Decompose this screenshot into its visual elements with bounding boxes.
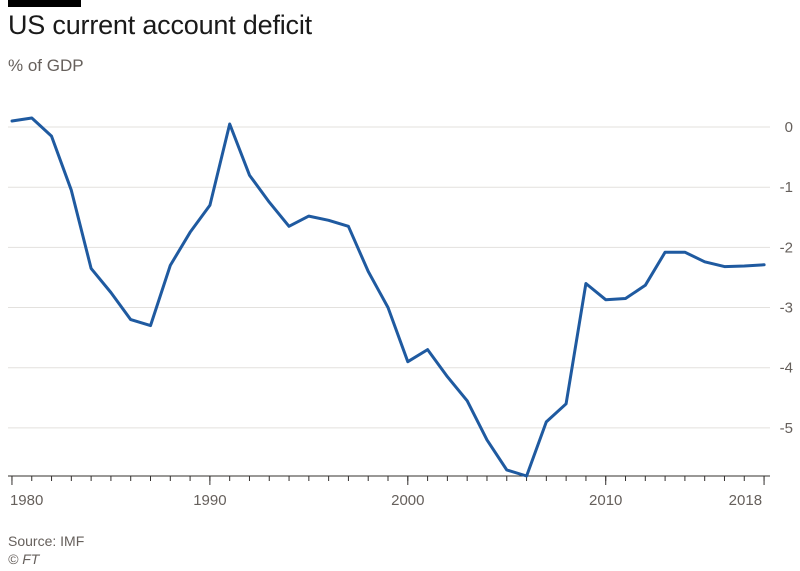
source-note: Source: IMF [8, 533, 85, 549]
x-tick-label: 1990 [193, 492, 226, 509]
x-tick-label: 1980 [10, 492, 43, 509]
y-tick-label: -5 [780, 420, 793, 437]
brand-bar [8, 0, 81, 7]
y-tick-label: 0 [785, 119, 793, 136]
chart-subtitle: % of GDP [8, 56, 84, 75]
x-tick-label: 2010 [589, 492, 622, 509]
y-tick-label: -4 [780, 360, 793, 377]
x-tick-label: 2018 [729, 492, 762, 509]
y-tick-label: -3 [780, 300, 793, 317]
y-tick-label: -1 [780, 179, 793, 196]
copyright-credit: © FT [8, 551, 40, 567]
series-line [10, 116, 766, 478]
x-tick-label: 2000 [391, 492, 424, 509]
chart-title: US current account deficit [8, 10, 312, 40]
y-tick-label: -2 [780, 239, 793, 256]
